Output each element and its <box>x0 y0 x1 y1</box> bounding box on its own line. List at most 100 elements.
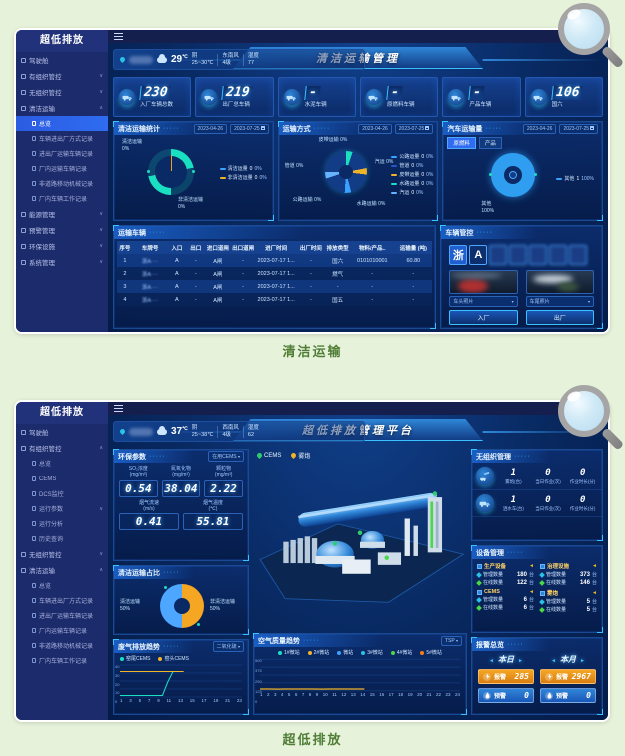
table-row[interactable]: 4 浙A···· A - A闸 - 2023-07-17 1... - 国五 - - <box>117 293 433 306</box>
hamburger-icon[interactable] <box>114 33 123 40</box>
table-row[interactable]: 1 浙A···· A - A闸 - 2023-07-17 1... - 国六 0101010001… <box>117 254 433 267</box>
caption-clean-transport: 清洁运输 <box>282 344 343 359</box>
fuel-product-tabs: 原燃料 产品 <box>443 135 602 149</box>
sidebar-subitem[interactable]: 厂内运输车辆记录 <box>16 161 108 176</box>
series-legend-item[interactable]: 1#微站 <box>278 649 300 656</box>
warning-count-button[interactable]: 预警 0 <box>540 688 596 703</box>
sidebar-subitem[interactable]: 非道路移动机械记录 <box>16 176 108 191</box>
env-value: 55.81 <box>183 513 243 530</box>
donut-label: 非清洁运输 0% <box>178 197 204 210</box>
sidebar-subitem[interactable]: 进出厂运输车辆记录 <box>16 608 108 623</box>
map-legend-chip[interactable]: CEMS <box>255 451 281 460</box>
sidebar-item[interactable]: 能源管理 ∨ <box>16 206 108 222</box>
map-legend-chip[interactable]: 雾炮 <box>290 451 310 460</box>
sidebar-subitem[interactable]: 总览 <box>16 578 108 593</box>
date-end-input[interactable]: 2023-07-25 <box>559 123 599 134</box>
sidebar-subitem[interactable]: 总览 <box>16 116 108 131</box>
enter-factory-button[interactable]: 入厂 <box>449 310 518 325</box>
sidebar-subitem[interactable]: 车辆进出厂方式记录 <box>16 593 108 608</box>
series-legend-item[interactable]: 微站 <box>337 649 353 656</box>
hamburger-icon[interactable] <box>114 405 123 412</box>
sidebar-item[interactable]: 无组织管控 ∨ <box>16 546 108 562</box>
arrow-icon: ◄ <box>592 563 597 569</box>
series-legend-item[interactable]: 5#微站 <box>420 649 442 656</box>
kpi-value: - <box>386 85 403 101</box>
pollutant-selector[interactable]: 二氧化硫 ▾ <box>212 641 244 652</box>
chevron-icon: ∨ <box>99 227 103 233</box>
sidebar-item[interactable]: 有组织管控 ∧ <box>16 440 108 456</box>
droplet-icon <box>545 691 553 700</box>
sidebar-title: 超低排放 <box>16 402 108 424</box>
cems-selector[interactable]: 在用CEMS ▾ <box>208 451 244 462</box>
legend-item: 管道 0 0% <box>391 162 433 169</box>
sidebar-item[interactable]: 清洁运输 ∧ <box>16 100 108 116</box>
warning-count-button[interactable]: 预警 0 <box>478 688 534 703</box>
vehicle-rear-photo[interactable] <box>525 270 595 294</box>
sidebar-subitem[interactable]: 非道路移动机械记录 <box>16 638 108 653</box>
air-metric-selector[interactable]: TSP ▾ <box>440 635 462 646</box>
chevron-icon: ∨ <box>99 211 103 217</box>
city-name-blurred <box>129 427 153 436</box>
sidebar-subitem[interactable]: 厂内车辆工作记录 <box>16 653 108 668</box>
sidebar-subitem[interactable]: 历史查询 <box>16 531 108 546</box>
date-start-input[interactable]: 2023-04-26 <box>193 123 228 134</box>
sidebar-item[interactable]: 预警管理 ∨ <box>16 222 108 238</box>
bolt-icon <box>545 672 553 681</box>
stat-value: 0 <box>545 494 551 505</box>
panel-title: 无组织管理 <box>476 453 511 461</box>
date-end-input[interactable]: 2023-07-25 <box>230 123 269 134</box>
legend-item: 其他 1 100% <box>556 175 594 182</box>
plate-char <box>529 245 548 265</box>
sidebar-subitem[interactable]: 总览 <box>16 456 108 471</box>
series-legend-item[interactable]: 4#微站 <box>390 649 412 656</box>
env-param: 烟气温度 (℃) 55.81 <box>183 500 243 530</box>
alarm-count-button[interactable]: 报警 285 <box>478 669 534 684</box>
series-legend-item[interactable]: 窑尾CEMS <box>120 655 150 662</box>
table-row[interactable]: 2 浙A···· A - A闸 - 2023-07-17 1... - 燃气 - - <box>117 267 433 280</box>
sidebar-item[interactable]: 有组织管控 ∨ <box>16 68 108 84</box>
sidebar-subitem[interactable]: 进出厂运输车辆记录 <box>16 146 108 161</box>
date-start-input[interactable]: 2023-04-26 <box>358 123 392 134</box>
series-legend-item[interactable]: 2#微站 <box>307 649 329 656</box>
chevron-icon: ∨ <box>99 259 103 265</box>
menu-icon <box>21 551 26 557</box>
table-cell: - <box>194 270 197 277</box>
date-end-input[interactable]: 2023-07-25 <box>394 123 434 134</box>
front-photo-select[interactable]: 车头照片 ▾ <box>449 296 518 307</box>
panel-title: 运输方式 <box>282 125 311 133</box>
sidebar-subitem[interactable]: 车辆进出厂方式记录 <box>16 131 108 146</box>
sidebar-item[interactable]: 系统管理 ∨ <box>16 254 108 270</box>
location-pin-icon <box>118 427 127 436</box>
series-legend-item[interactable]: 窑头CEMS <box>158 655 189 662</box>
sidebar-item[interactable]: 驾驶舱 <box>16 52 108 68</box>
series-legend-item[interactable]: 3#微站 <box>361 649 383 656</box>
sidebar-item[interactable]: 环保设施 ∨ <box>16 238 108 254</box>
table-cell: - <box>309 257 312 264</box>
vehicle-front-photo[interactable] <box>449 270 518 294</box>
sidebar-subitem[interactable]: 运行分析 <box>16 516 108 531</box>
table-row[interactable]: 3 浙A···· A - A闸 - 2023-07-17 1... - - - - <box>117 280 433 293</box>
sidebar-item[interactable]: 清洁运输 ∧ <box>16 562 108 578</box>
sidebar-subitem[interactable]: 厂内车辆工作记录 <box>16 191 108 206</box>
sidebar-subitem[interactable]: DCS监控 <box>16 486 108 501</box>
tab-product[interactable]: 产品 <box>478 137 502 149</box>
exit-factory-button[interactable]: 出厂 <box>525 310 595 325</box>
sidebar-subitem[interactable]: 运行参数 ∨ <box>16 501 108 516</box>
cloud-icon <box>157 425 167 435</box>
rear-photo-block: 车尾照片 ▾ <box>525 270 595 307</box>
alarm-count-button[interactable]: 报警 2967 <box>540 669 596 684</box>
tab-raw-fuel[interactable]: 原燃料 <box>447 137 476 149</box>
date-start-input[interactable]: 2023-04-26 <box>522 123 557 134</box>
sidebar-subitem[interactable]: 厂内运输车辆记录 <box>16 623 108 638</box>
plate-char: 浙 <box>449 245 468 265</box>
sidebar-item[interactable]: 驾驶舱 <box>16 424 108 440</box>
x-tick: 11 <box>332 692 337 697</box>
device-block: CEMS ◄ 管理数量 6 台在线数量 6 台 <box>476 589 534 613</box>
alarm-group-name: 本月 <box>540 654 596 665</box>
rear-photo-select[interactable]: 车尾照片 ▾ <box>525 296 595 307</box>
sidebar-item[interactable]: 无组织管控 ∨ <box>16 84 108 100</box>
sidebar-subitem[interactable]: CEMS <box>16 471 108 486</box>
factory-3d-view[interactable] <box>253 449 467 629</box>
panel-title: 报警总览 <box>476 641 504 649</box>
